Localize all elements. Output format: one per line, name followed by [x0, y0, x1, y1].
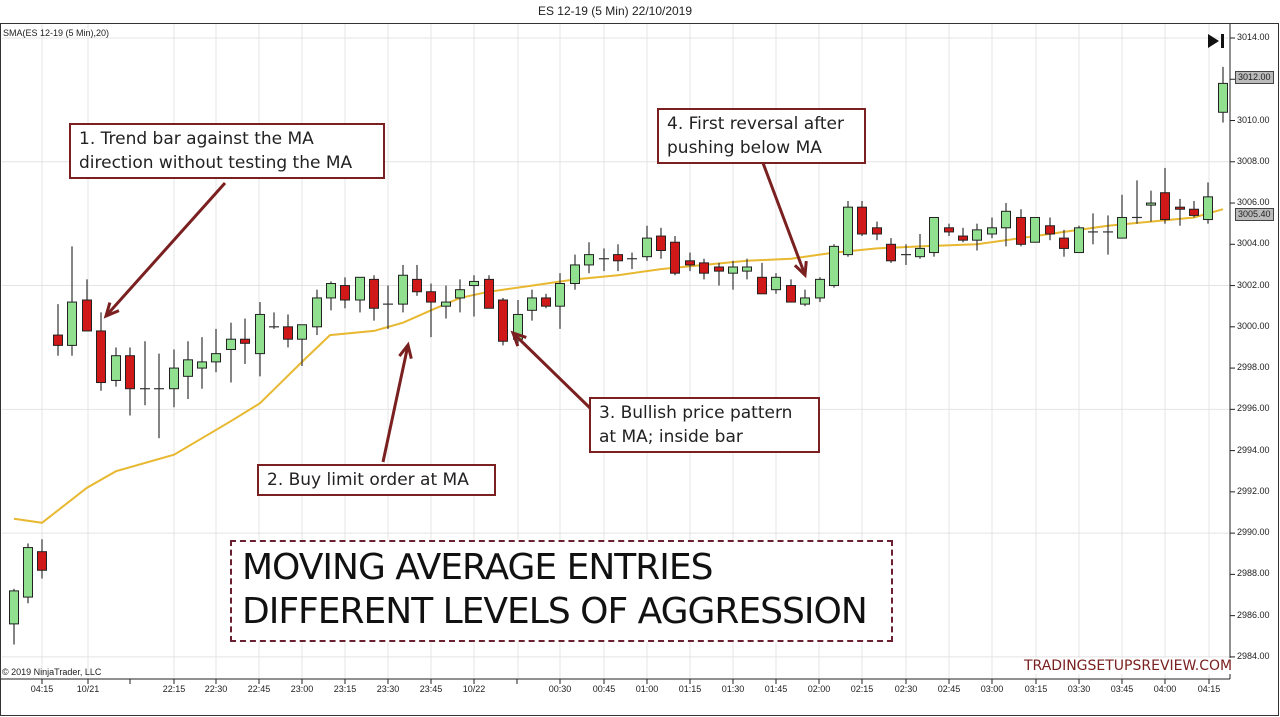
price-axis-label: 2992.00	[1237, 485, 1270, 496]
annotation-2-line1: 2. Buy limit order at MA	[267, 470, 469, 490]
time-axis-label: 02:30	[894, 684, 918, 694]
time-axis-label: 01:00	[635, 684, 659, 694]
watermark: TRADINGSETUPSREVIEW.COM	[1020, 658, 1237, 674]
time-axis-label: 04:15	[30, 684, 54, 694]
time-axis-label: 03:15	[1024, 684, 1048, 694]
price-axis-label: 3010.00	[1237, 114, 1270, 125]
price-axis-label: 3004.00	[1237, 238, 1270, 249]
price-axis-label: 2986.00	[1237, 609, 1270, 620]
time-axis-label: 23:15	[333, 684, 357, 694]
headline-line2: DIFFERENT LEVELS OF AGGRESSION	[242, 591, 868, 632]
price-axis-label: 3000.00	[1237, 320, 1270, 331]
time-axis-label: 23:30	[376, 684, 400, 694]
annotation-4-line2: pushing below MA	[667, 138, 822, 158]
headline-line1: MOVING AVERAGE ENTRIES	[242, 547, 714, 588]
price-axis-label: 3002.00	[1237, 279, 1270, 290]
time-axis-label: 03:00	[980, 684, 1004, 694]
annotation-2: 2. Buy limit order at MA	[257, 464, 496, 496]
annotation-1-line1: 1. Trend bar against the MA	[79, 129, 314, 149]
price-axis-label: 3008.00	[1237, 155, 1270, 166]
time-axis-label: 02:45	[937, 684, 961, 694]
time-axis-label: 22:30	[204, 684, 228, 694]
indicator-label: SMA(ES 12-19 (5 Min),20)	[3, 28, 110, 38]
time-axis-label: 22:45	[247, 684, 271, 694]
chart-title: ES 12-19 (5 Min) 22/10/2019	[537, 4, 693, 18]
time-axis-label: 03:30	[1067, 684, 1091, 694]
price-axis-label: 2984.00	[1237, 650, 1270, 661]
time-axis-label: 04:00	[1153, 684, 1177, 694]
annotation-1-line2: direction without testing the MA	[79, 153, 353, 173]
time-axis-label: 10/21	[76, 684, 100, 694]
price-axis-label: 2990.00	[1237, 527, 1270, 538]
time-axis-label: 00:45	[592, 684, 616, 694]
time-axis-label: 00:30	[548, 684, 572, 694]
price-axis-label: 2998.00	[1237, 362, 1270, 373]
time-axis-label: 01:30	[721, 684, 745, 694]
price-axis-label: 3006.00	[1237, 197, 1270, 208]
last-price-tag: 3012.00	[1235, 71, 1274, 84]
annotation-4-line1: 4. First reversal after	[667, 114, 845, 134]
price-axis-label: 2996.00	[1237, 403, 1270, 414]
price-axis-label: 2988.00	[1237, 568, 1270, 579]
annotation-3-line1: 3. Bullish price pattern	[599, 403, 793, 423]
price-axis-label: 2994.00	[1237, 444, 1270, 455]
time-axis-label: 03:45	[1110, 684, 1134, 694]
time-axis-label: 23:45	[419, 684, 443, 694]
annotation-3: 3. Bullish price pattern at MA; inside b…	[589, 397, 820, 453]
copyright-label: © 2019 NinjaTrader, LLC	[2, 667, 102, 677]
time-axis-label: 23:00	[290, 684, 314, 694]
time-axis-label: 04:15	[1197, 684, 1221, 694]
time-axis-label: 22:15	[162, 684, 186, 694]
time-axis-label: 02:15	[850, 684, 874, 694]
time-axis-label: 01:15	[678, 684, 702, 694]
headline-box: MOVING AVERAGE ENTRIES DIFFERENT LEVELS …	[230, 540, 893, 642]
sma-value-tag: 3005.40	[1235, 208, 1274, 221]
time-axis-label: 02:00	[807, 684, 831, 694]
annotation-4: 4. First reversal after pushing below MA	[657, 108, 866, 164]
time-axis-label: 10/22	[462, 684, 486, 694]
annotation-3-line2: at MA; inside bar	[599, 427, 743, 447]
time-axis-label: 01:45	[764, 684, 788, 694]
annotation-1: 1. Trend bar against the MA direction wi…	[69, 123, 385, 179]
skip-to-end-icon[interactable]	[1207, 33, 1227, 54]
price-axis-label: 3014.00	[1237, 32, 1270, 42]
